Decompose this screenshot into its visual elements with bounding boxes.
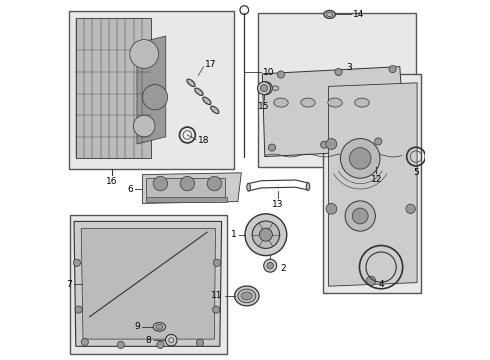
Circle shape bbox=[252, 221, 280, 248]
Ellipse shape bbox=[247, 183, 250, 191]
Circle shape bbox=[75, 306, 82, 313]
Ellipse shape bbox=[187, 79, 195, 86]
Circle shape bbox=[207, 176, 221, 191]
Ellipse shape bbox=[301, 98, 315, 107]
Circle shape bbox=[213, 259, 220, 266]
Polygon shape bbox=[143, 173, 242, 203]
Circle shape bbox=[259, 82, 272, 95]
Text: 6: 6 bbox=[127, 185, 133, 194]
Polygon shape bbox=[76, 18, 151, 158]
Circle shape bbox=[264, 259, 277, 272]
Circle shape bbox=[352, 208, 368, 224]
Ellipse shape bbox=[274, 98, 288, 107]
Circle shape bbox=[349, 148, 371, 169]
Circle shape bbox=[133, 115, 155, 137]
Polygon shape bbox=[328, 83, 417, 286]
Text: 12: 12 bbox=[371, 175, 382, 184]
Bar bbox=[258, 13, 416, 167]
Text: 10: 10 bbox=[263, 68, 274, 77]
Ellipse shape bbox=[156, 324, 163, 329]
Bar bbox=[146, 178, 225, 198]
Circle shape bbox=[157, 341, 164, 348]
Circle shape bbox=[196, 339, 204, 346]
Ellipse shape bbox=[238, 289, 256, 303]
Ellipse shape bbox=[324, 10, 335, 18]
Ellipse shape bbox=[272, 86, 279, 91]
Ellipse shape bbox=[306, 183, 310, 190]
Circle shape bbox=[117, 341, 124, 348]
Circle shape bbox=[367, 276, 376, 285]
Circle shape bbox=[374, 138, 382, 145]
Polygon shape bbox=[74, 221, 221, 346]
Circle shape bbox=[326, 139, 337, 149]
Ellipse shape bbox=[328, 98, 342, 107]
Text: 1: 1 bbox=[231, 230, 236, 239]
Polygon shape bbox=[137, 36, 166, 144]
Circle shape bbox=[180, 176, 195, 191]
Bar bbox=[69, 11, 234, 169]
Circle shape bbox=[267, 262, 273, 269]
Circle shape bbox=[345, 201, 375, 231]
Text: 9: 9 bbox=[134, 323, 140, 331]
Text: 2: 2 bbox=[280, 264, 286, 273]
Text: 18: 18 bbox=[198, 136, 210, 145]
Ellipse shape bbox=[153, 323, 166, 331]
Circle shape bbox=[259, 228, 272, 241]
Text: 8: 8 bbox=[146, 336, 151, 345]
Circle shape bbox=[262, 85, 270, 92]
Circle shape bbox=[153, 176, 168, 191]
Circle shape bbox=[213, 306, 220, 313]
Circle shape bbox=[81, 338, 88, 346]
Ellipse shape bbox=[355, 98, 369, 107]
Bar bbox=[71, 215, 227, 354]
Ellipse shape bbox=[195, 88, 203, 95]
Bar bbox=[146, 197, 227, 202]
Text: 5: 5 bbox=[413, 168, 419, 177]
Circle shape bbox=[143, 85, 168, 110]
Circle shape bbox=[406, 204, 416, 213]
Text: 17: 17 bbox=[205, 60, 217, 69]
Text: 4: 4 bbox=[378, 280, 384, 289]
Circle shape bbox=[326, 203, 337, 214]
Polygon shape bbox=[262, 67, 405, 157]
Ellipse shape bbox=[242, 292, 252, 300]
Ellipse shape bbox=[211, 106, 219, 113]
Ellipse shape bbox=[203, 97, 211, 104]
Text: 3: 3 bbox=[346, 63, 352, 72]
Text: 16: 16 bbox=[106, 177, 118, 186]
Circle shape bbox=[341, 139, 380, 178]
Text: 14: 14 bbox=[353, 10, 365, 19]
Text: 7: 7 bbox=[66, 280, 72, 289]
Circle shape bbox=[74, 259, 80, 266]
Circle shape bbox=[130, 40, 159, 68]
Circle shape bbox=[269, 144, 275, 151]
Bar bbox=[323, 74, 421, 293]
Circle shape bbox=[277, 71, 285, 78]
Text: 11: 11 bbox=[211, 292, 222, 300]
Circle shape bbox=[335, 68, 342, 76]
Circle shape bbox=[389, 66, 396, 73]
Circle shape bbox=[261, 85, 268, 92]
Circle shape bbox=[258, 82, 270, 95]
Polygon shape bbox=[81, 229, 216, 339]
Text: 13: 13 bbox=[272, 200, 284, 209]
Ellipse shape bbox=[235, 286, 259, 306]
Circle shape bbox=[166, 334, 177, 346]
Text: 15: 15 bbox=[258, 102, 270, 111]
Circle shape bbox=[320, 141, 328, 148]
Circle shape bbox=[245, 214, 287, 256]
